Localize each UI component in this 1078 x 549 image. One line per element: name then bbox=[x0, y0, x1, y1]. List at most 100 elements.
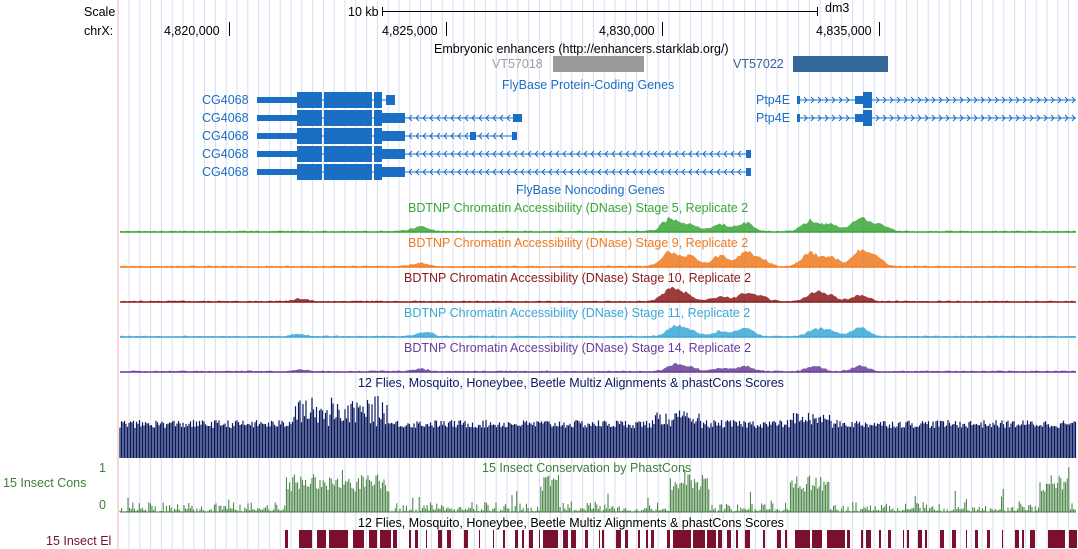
strand-arrow bbox=[436, 150, 441, 158]
strand-arrow bbox=[436, 114, 441, 122]
strand-arrow bbox=[499, 132, 504, 140]
element-block bbox=[861, 530, 863, 548]
strand-arrow bbox=[436, 132, 441, 140]
strand-arrow bbox=[1036, 96, 1041, 104]
strand-arrow bbox=[709, 168, 714, 176]
gene-label-cg4068-3[interactable]: CG4068 bbox=[202, 129, 249, 143]
gene-label-cg4068-4[interactable]: CG4068 bbox=[202, 147, 249, 161]
strand-arrow bbox=[695, 150, 700, 158]
strand-arrow bbox=[429, 150, 434, 158]
strand-arrow bbox=[845, 96, 850, 104]
element-block bbox=[879, 530, 881, 548]
strand-arrow bbox=[931, 96, 936, 104]
strand-arrow bbox=[653, 168, 658, 176]
strand-arrow bbox=[903, 96, 908, 104]
strand-arrow bbox=[618, 168, 623, 176]
strand-arrow bbox=[1029, 96, 1034, 104]
strand-arrow bbox=[1015, 96, 1020, 104]
strand-arrow bbox=[831, 96, 836, 104]
element-block bbox=[539, 530, 540, 548]
strand-arrow bbox=[1043, 96, 1048, 104]
position-label-4: 4,835,000 bbox=[816, 24, 872, 38]
strand-arrow bbox=[903, 114, 908, 122]
strand-arrow bbox=[527, 168, 532, 176]
strand-arrow bbox=[1036, 114, 1041, 122]
strand-arrow bbox=[987, 114, 992, 122]
gene-label-cg4068-2[interactable]: CG4068 bbox=[202, 111, 249, 125]
strand-arrow bbox=[737, 168, 742, 176]
strand-arrow bbox=[471, 168, 476, 176]
gene-exon bbox=[512, 132, 517, 140]
strand-arrow bbox=[548, 150, 553, 158]
strand-arrow bbox=[520, 150, 525, 158]
element-block bbox=[745, 530, 750, 548]
strand-arrow bbox=[917, 96, 922, 104]
dnase-stage5-title[interactable]: BDTNP Chromatin Accessibility (DNase) St… bbox=[408, 201, 749, 215]
strand-arrow bbox=[681, 150, 686, 158]
insect-el-track-title[interactable]: 12 Flies, Mosquito, Honeybee, Beetle Mul… bbox=[358, 516, 784, 530]
gene-label-ptp4e-1[interactable]: Ptp4E bbox=[756, 93, 791, 107]
strand-arrow bbox=[422, 150, 427, 158]
gene-exon bbox=[324, 164, 372, 180]
strand-arrow bbox=[611, 168, 616, 176]
flybase-coding-track-title[interactable]: FlyBase Protein-Coding Genes bbox=[502, 78, 675, 92]
strand-arrow bbox=[959, 114, 964, 122]
element-block bbox=[667, 530, 670, 548]
strand-arrow bbox=[415, 114, 420, 122]
strand-arrow bbox=[562, 168, 567, 176]
gene-exon bbox=[297, 92, 322, 108]
element-block bbox=[888, 530, 891, 548]
gene-exon bbox=[863, 92, 872, 108]
element-block bbox=[918, 530, 922, 548]
strand-arrow bbox=[910, 114, 915, 122]
dnase-stage11-title[interactable]: BDTNP Chromatin Accessibility (DNase) St… bbox=[404, 306, 751, 320]
insect-cons-left-label[interactable]: 15 Insect Cons bbox=[3, 476, 87, 490]
element-block bbox=[707, 530, 716, 548]
strand-arrow bbox=[639, 150, 644, 158]
dnase-stage9-title[interactable]: BDTNP Chromatin Accessibility (DNase) St… bbox=[408, 236, 749, 250]
element-block bbox=[1048, 530, 1065, 548]
strand-arrow bbox=[408, 150, 413, 158]
enhancer-label-vt57018[interactable]: VT57018 bbox=[492, 57, 543, 71]
strand-arrow bbox=[653, 150, 658, 158]
gene-exon bbox=[297, 128, 322, 144]
element-block bbox=[438, 530, 442, 548]
dnase-stage14-title[interactable]: BDTNP Chromatin Accessibility (DNase) St… bbox=[404, 341, 752, 355]
strand-arrow bbox=[667, 168, 672, 176]
strand-arrow bbox=[1022, 96, 1027, 104]
enhancer-label-vt57022[interactable]: VT57022 bbox=[733, 57, 784, 71]
strand-arrow bbox=[464, 114, 469, 122]
insect-cons-track-title[interactable]: 15 Insect Conservation by PhastCons bbox=[482, 461, 692, 475]
element-block bbox=[493, 530, 494, 548]
gene-label-ptp4e-2[interactable]: Ptp4E bbox=[756, 111, 791, 125]
strand-arrow bbox=[803, 114, 808, 122]
strand-arrow bbox=[931, 114, 936, 122]
dnase-signal bbox=[120, 286, 1076, 302]
gene-label-cg4068-1[interactable]: CG4068 bbox=[202, 93, 249, 107]
strand-arrow bbox=[959, 96, 964, 104]
strand-arrow bbox=[730, 168, 735, 176]
element-block bbox=[522, 530, 524, 548]
strand-arrow bbox=[422, 114, 427, 122]
strand-arrow bbox=[429, 168, 434, 176]
strand-arrow bbox=[667, 150, 672, 158]
strand-arrow bbox=[492, 168, 497, 176]
enhancer-vt57022[interactable] bbox=[793, 56, 888, 72]
multiz-track-title[interactable]: 12 Flies, Mosquito, Honeybee, Beetle Mul… bbox=[358, 376, 784, 390]
insect-el-left-label[interactable]: 15 Insect El bbox=[46, 534, 112, 548]
strand-arrow bbox=[443, 114, 448, 122]
strand-arrow bbox=[485, 114, 490, 122]
position-label-1: 4,820,000 bbox=[164, 24, 220, 38]
element-block bbox=[529, 530, 533, 548]
strand-arrow bbox=[576, 168, 581, 176]
gene-label-cg4068-5[interactable]: CG4068 bbox=[202, 165, 249, 179]
gene-exon bbox=[374, 128, 382, 144]
flybase-noncoding-track-title[interactable]: FlyBase Noncoding Genes bbox=[516, 183, 665, 197]
dnase-stage10-title[interactable]: BDTNP Chromatin Accessibility (DNase) St… bbox=[404, 271, 752, 285]
gene-exon bbox=[297, 146, 322, 162]
enhancers-track-title[interactable]: Embryonic enhancers (http://enhancers.st… bbox=[434, 42, 729, 56]
enhancer-vt57018[interactable] bbox=[553, 56, 644, 72]
